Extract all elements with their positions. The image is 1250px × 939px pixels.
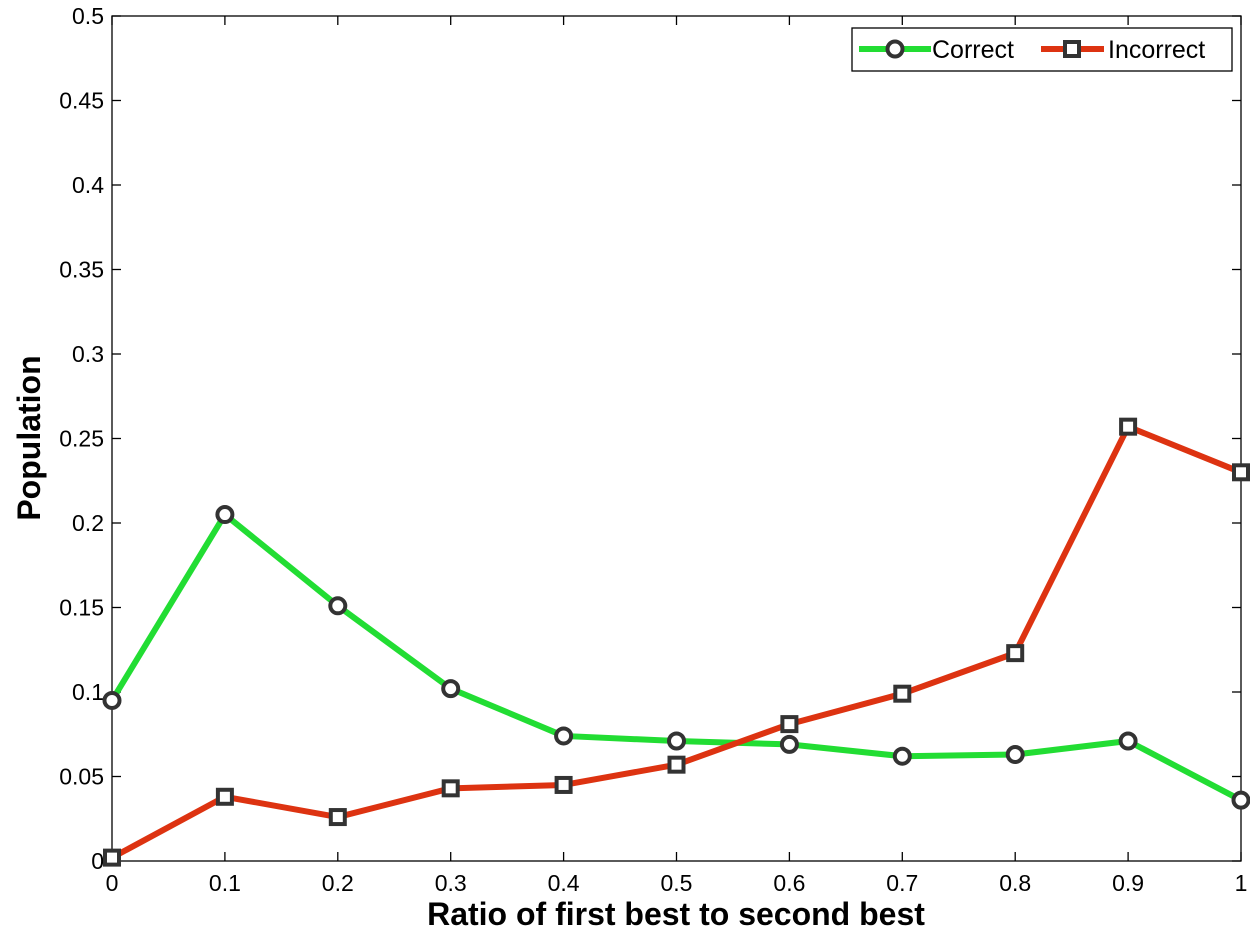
x-tick-label: 0.6 [773,870,805,896]
data-point-correct [102,690,122,710]
y-tick-label: 0.1 [72,679,104,705]
x-axis: 0 0.1 0.2 0.3 0.4 0.5 0.6 0.7 0.8 0.9 1 [106,16,1248,896]
legend-correct-label: Correct [932,36,1014,64]
legend-correct-marker [885,39,905,59]
data-point-incorrect [667,755,686,774]
y-tick-label: 0.3 [72,341,104,367]
data-point-incorrect [441,779,460,798]
data-point-incorrect [1232,463,1250,482]
data-point-correct [328,596,348,616]
y-tick-label: 0.4 [72,172,104,198]
x-tick-label: 0.2 [322,870,354,896]
legend: Correct Incorrect [851,27,1233,72]
y-axis-title: Population [11,355,47,520]
y-tick-label: 0.2 [72,510,104,536]
x-tick-label: 0.5 [661,870,693,896]
data-point-incorrect [554,775,573,794]
x-tick-label: 0.4 [548,870,580,896]
legend-incorrect-marker [1063,40,1081,58]
series-layer [102,417,1250,867]
x-tick-label: 0.1 [209,870,241,896]
data-point-incorrect [893,684,912,703]
data-point-correct [215,505,235,525]
data-point-incorrect [1006,644,1025,663]
data-point-correct [1005,745,1025,765]
data-point-correct [667,731,686,751]
x-tick-label: 1 [1235,870,1248,896]
y-tick-label: 0.15 [59,595,104,621]
y-tick-label: 0.45 [59,88,104,114]
data-point-correct [892,746,912,766]
data-point-correct [779,734,799,754]
data-point-incorrect [780,715,799,734]
x-axis-title: Ratio of first best to second best [427,896,925,932]
legend-incorrect-label: Incorrect [1108,36,1205,64]
data-point-correct [554,726,574,746]
data-point-incorrect [215,787,234,806]
data-point-incorrect [1119,417,1138,436]
y-tick-label: 0.05 [59,764,104,790]
x-tick-label: 0.3 [435,870,467,896]
x-tick-label: 0.9 [1112,870,1144,896]
x-tick-label: 0.8 [999,870,1031,896]
data-point-incorrect [103,848,121,867]
y-tick-label: 0 [91,848,104,874]
x-tick-label: 0.7 [886,870,918,896]
x-tick-label: 0 [106,870,119,896]
y-tick-label: 0.25 [59,426,104,452]
y-axis: 0 0.05 0.1 0.15 0.2 0.25 0.3 0.35 0.4 0.45 0.5 [59,3,1241,874]
data-point-correct [441,679,461,699]
plot-area [111,15,1242,862]
y-tick-label: 0.5 [72,3,104,29]
data-point-correct [1231,790,1250,810]
data-point-incorrect [328,808,347,827]
data-point-correct [1118,731,1138,751]
y-tick-label: 0.35 [59,257,104,283]
